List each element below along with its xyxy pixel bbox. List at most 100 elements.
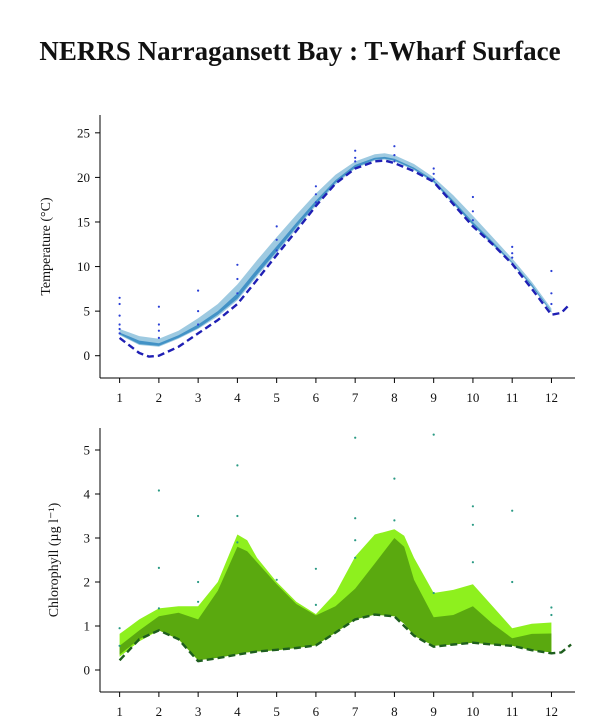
data-point [118, 327, 121, 331]
x-tick-label: 6 [313, 390, 320, 405]
data-point [471, 210, 474, 213]
data-point [118, 323, 121, 326]
x-tick-label: 9 [430, 704, 437, 719]
y-tick-label: 5 [84, 443, 91, 458]
data-point [275, 225, 278, 228]
data-point [393, 160, 396, 163]
data-point [354, 517, 357, 520]
data-point [511, 256, 514, 259]
x-tick-label: 1 [116, 390, 123, 405]
x-tick-label: 3 [195, 390, 202, 405]
data-point [118, 296, 121, 299]
data-point [354, 539, 357, 542]
data-point [471, 561, 474, 564]
median-line [118, 159, 570, 358]
data-point [314, 603, 317, 607]
x-tick-label: 2 [156, 390, 163, 405]
data-point [393, 477, 396, 480]
data-point [118, 314, 121, 317]
x-tick-label: 10 [466, 704, 479, 719]
y-axis-title: Temperature (°C) [39, 197, 54, 296]
data-point [550, 269, 553, 273]
band-inner-area [119, 538, 552, 661]
data-point [157, 607, 160, 610]
x-tick-label: 12 [545, 704, 558, 719]
data-point [275, 578, 278, 581]
data-point [236, 263, 239, 266]
data-point [197, 600, 200, 603]
data-point [236, 541, 239, 544]
x-tick-label: 12 [545, 390, 558, 405]
y-tick-label: 20 [77, 170, 90, 185]
chart-title: NERRS Narragansett Bay : T-Wharf Surface [39, 36, 561, 66]
y-tick-label: 0 [84, 663, 91, 678]
x-tick-label: 10 [466, 390, 479, 405]
data-point [511, 252, 514, 255]
data-point [393, 145, 396, 148]
data-point [432, 178, 435, 181]
data-point [354, 556, 357, 559]
data-point [432, 433, 435, 436]
data-point [550, 292, 553, 295]
data-point [236, 514, 239, 518]
y-tick-label: 5 [84, 304, 91, 319]
data-point [432, 591, 435, 595]
y-tick-label: 10 [77, 259, 90, 274]
data-point [197, 323, 200, 326]
data-point [157, 305, 160, 308]
data-point [157, 336, 160, 339]
data-point [275, 249, 278, 252]
data-point [314, 201, 317, 204]
data-point [471, 195, 474, 199]
data-point [432, 167, 435, 170]
y-tick-label: 3 [84, 531, 91, 546]
data-point [314, 567, 317, 570]
data-point [157, 566, 160, 570]
x-tick-label: 11 [506, 390, 519, 405]
data-point [118, 627, 121, 630]
data-point [511, 509, 514, 512]
data-point [354, 156, 357, 159]
x-tick-label: 5 [273, 390, 280, 405]
data-point [118, 332, 121, 335]
band-inner-area [119, 156, 552, 346]
x-tick-label: 6 [313, 704, 320, 719]
data-point [550, 302, 553, 306]
x-tick-label: 8 [391, 704, 398, 719]
data-point [354, 160, 357, 163]
data-point [471, 505, 474, 508]
x-tick-label: 1 [116, 704, 123, 719]
data-point [197, 310, 200, 313]
x-tick-label: 9 [430, 390, 437, 405]
data-point [432, 172, 435, 175]
data-point [314, 193, 317, 196]
x-tick-label: 3 [195, 704, 202, 719]
x-tick-label: 7 [352, 704, 359, 719]
data-point [197, 580, 200, 584]
y-tick-label: 25 [77, 125, 90, 140]
data-point [275, 238, 278, 241]
x-tick-label: 11 [506, 704, 519, 719]
y-tick-label: 15 [77, 214, 90, 229]
data-point [197, 514, 200, 518]
data-point [354, 436, 357, 439]
data-point [157, 323, 160, 326]
data-point [354, 149, 357, 152]
data-point [550, 606, 553, 609]
x-tick-label: 4 [234, 704, 241, 719]
data-point [118, 302, 121, 306]
x-tick-label: 2 [156, 704, 163, 719]
data-point [157, 489, 160, 492]
data-point [471, 219, 474, 222]
data-point [236, 292, 239, 295]
data-point [511, 580, 514, 584]
data-point [550, 613, 553, 617]
data-point [393, 154, 396, 157]
y-tick-label: 4 [84, 487, 91, 502]
y-tick-label: 0 [84, 348, 91, 363]
band-outer-area [119, 153, 552, 347]
data-point [157, 329, 160, 332]
data-point [197, 289, 200, 292]
